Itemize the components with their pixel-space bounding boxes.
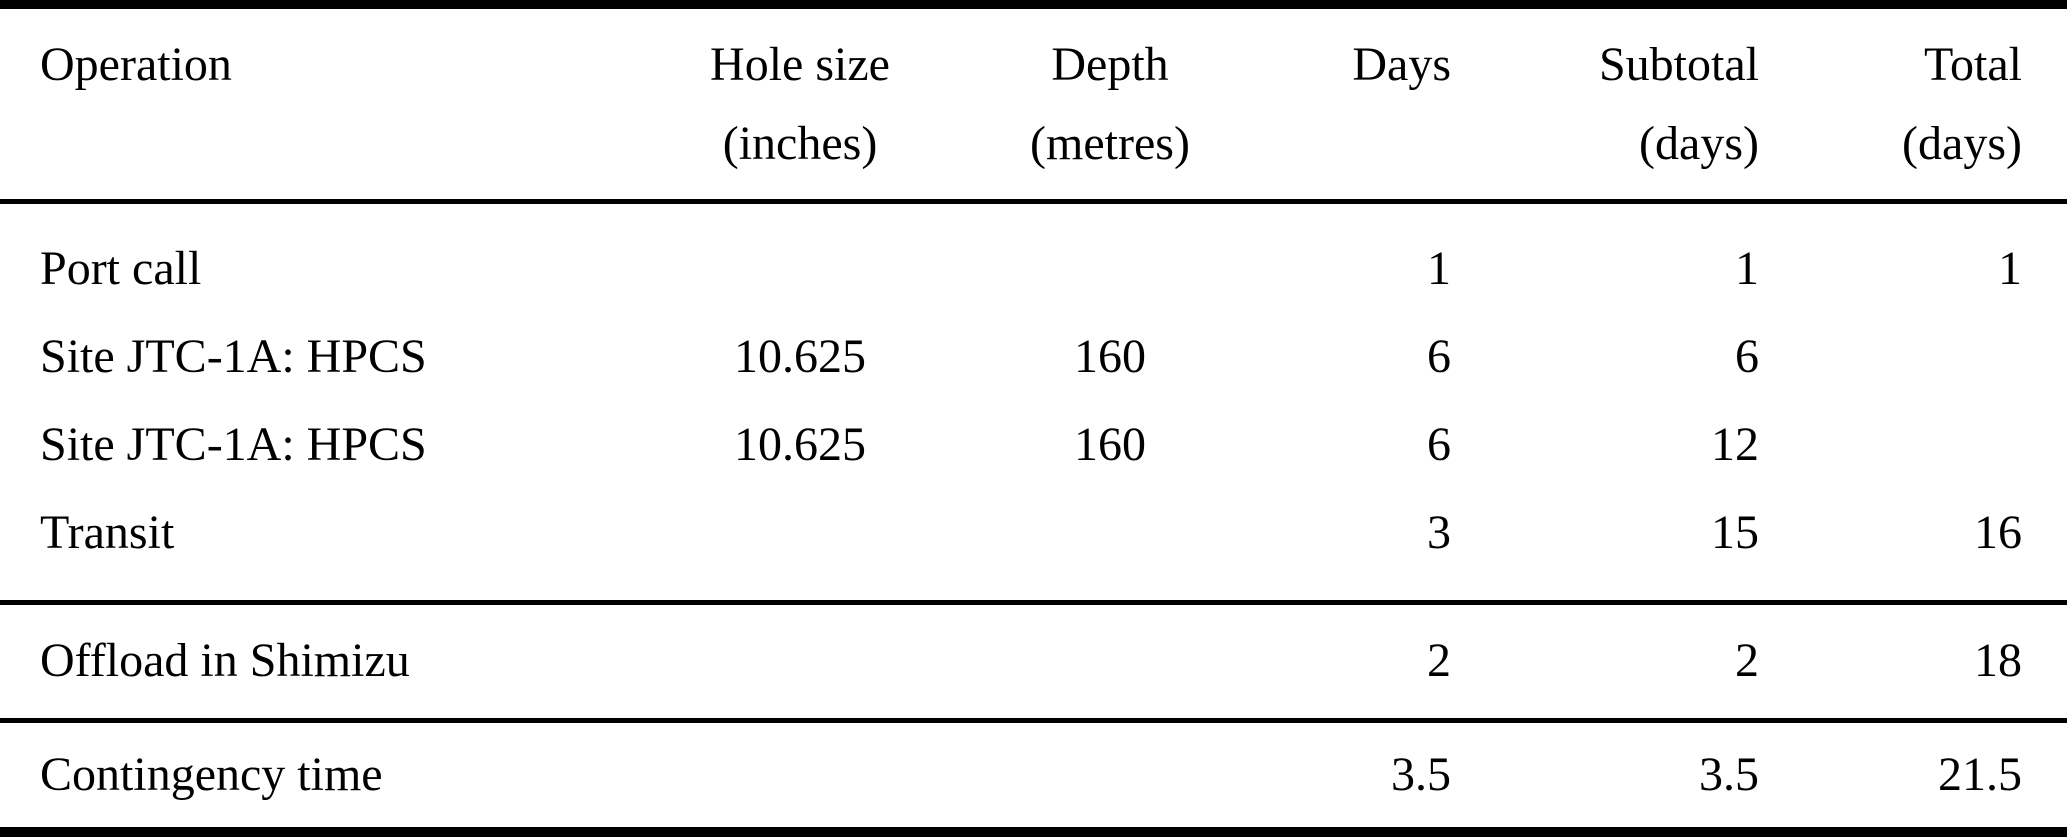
cell-depth bbox=[960, 489, 1260, 603]
cell-hole-size bbox=[640, 489, 960, 603]
group-drilling-operations: Port call 1 1 1 Site JTC-1A: HPCS 10.625… bbox=[0, 202, 2067, 603]
cell-operation: Contingency time bbox=[40, 748, 383, 801]
cell-subtotal: 15 bbox=[1711, 506, 1759, 559]
header-line-2 bbox=[40, 104, 639, 183]
cell-depth: 160 bbox=[1074, 330, 1146, 383]
cell-operation: Site JTC-1A: HPCS bbox=[40, 418, 427, 471]
header-line-2: (days) bbox=[1639, 117, 1759, 170]
cell-days: 1 bbox=[1427, 242, 1451, 295]
cell-subtotal: 6 bbox=[1735, 330, 1759, 383]
table-header: Operation Hole size (inches) Depth (metr… bbox=[0, 5, 2067, 202]
group-offload: Offload in Shimizu 2 2 18 bbox=[0, 603, 2067, 721]
col-header-operation: Operation bbox=[0, 5, 640, 202]
cell-depth bbox=[960, 202, 1260, 314]
col-header-days: Days bbox=[1260, 5, 1452, 202]
row-site-jtc-1a-hpcs-1: Site JTC-1A: HPCS 10.625 160 6 6 bbox=[0, 313, 2067, 401]
cell-hole-size bbox=[640, 603, 960, 721]
cell-total: 16 bbox=[1974, 506, 2022, 559]
header-line-2: (inches) bbox=[722, 117, 878, 170]
cell-operation: Offload in Shimizu bbox=[40, 634, 410, 687]
cell-days: 3.5 bbox=[1391, 748, 1451, 801]
cell-hole-size: 10.625 bbox=[734, 330, 866, 383]
row-site-jtc-1a-hpcs-2: Site JTC-1A: HPCS 10.625 160 6 12 bbox=[0, 401, 2067, 489]
header-line-2: (days) bbox=[1902, 117, 2022, 170]
header-line-1: Operation bbox=[40, 38, 232, 91]
header-line-1: Subtotal bbox=[1598, 38, 1759, 91]
cell-total: 1 bbox=[1998, 242, 2022, 295]
cell-subtotal: 1 bbox=[1735, 242, 1759, 295]
cell-subtotal: 3.5 bbox=[1699, 748, 1759, 801]
cell-operation: Transit bbox=[40, 506, 175, 559]
cell-days: 6 bbox=[1427, 330, 1451, 383]
cell-subtotal: 12 bbox=[1711, 418, 1759, 471]
cell-days: 6 bbox=[1427, 418, 1451, 471]
row-transit: Transit 3 15 16 bbox=[0, 489, 2067, 603]
row-offload-in-shimizu: Offload in Shimizu 2 2 18 bbox=[0, 603, 2067, 721]
row-contingency-time: Contingency time 3.5 3.5 21.5 bbox=[0, 721, 2067, 833]
col-header-subtotal: Subtotal (days) bbox=[1452, 5, 1760, 202]
cell-total bbox=[1760, 401, 2067, 489]
cell-total: 18 bbox=[1974, 634, 2022, 687]
header-line-2: (metres) bbox=[1030, 117, 1190, 170]
cell-hole-size bbox=[640, 721, 960, 833]
header-row: Operation Hole size (inches) Depth (metr… bbox=[0, 5, 2067, 202]
cell-operation: Port call bbox=[40, 242, 202, 295]
cell-total bbox=[1760, 313, 2067, 401]
cell-depth bbox=[960, 721, 1260, 833]
col-header-total: Total (days) bbox=[1760, 5, 2067, 202]
cell-hole-size bbox=[640, 202, 960, 314]
header-line-1: Days bbox=[1352, 38, 1451, 91]
col-header-depth: Depth (metres) bbox=[960, 5, 1260, 202]
header-line-1: Total bbox=[1924, 38, 2022, 91]
cell-total: 21.5 bbox=[1938, 748, 2022, 801]
cell-depth bbox=[960, 603, 1260, 721]
header-line-2 bbox=[1261, 104, 1451, 183]
header-line-1: Hole size bbox=[710, 38, 890, 91]
cell-subtotal: 2 bbox=[1735, 634, 1759, 687]
cell-depth: 160 bbox=[1074, 418, 1146, 471]
cell-operation: Site JTC-1A: HPCS bbox=[40, 330, 427, 383]
row-port-call: Port call 1 1 1 bbox=[0, 202, 2067, 314]
header-line-1: Depth bbox=[1051, 38, 1169, 91]
cell-hole-size: 10.625 bbox=[734, 418, 866, 471]
cell-days: 3 bbox=[1427, 506, 1451, 559]
cell-days: 2 bbox=[1427, 634, 1451, 687]
col-header-hole-size: Hole size (inches) bbox=[640, 5, 960, 202]
group-contingency: Contingency time 3.5 3.5 21.5 bbox=[0, 721, 2067, 833]
